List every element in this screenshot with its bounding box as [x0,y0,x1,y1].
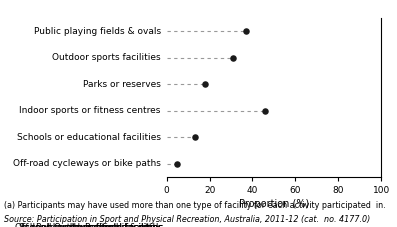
Point [174,162,181,166]
Text: Public playing fields & ovals: Public playing fields & ovals [36,222,163,227]
Text: Schools or educational facilities: Schools or educational facilities [17,133,161,142]
Point [191,136,198,139]
Text: Outdoor sports facilities: Outdoor sports facilities [52,53,161,62]
Text: Off-road cycleways or bike paths: Off-road cycleways or bike paths [15,222,163,227]
Text: Indoor sports or fitness centres: Indoor sports or fitness centres [21,222,163,227]
Text: Parks or reserves: Parks or reserves [85,222,163,227]
Point [262,109,268,113]
Point [230,56,236,60]
Text: Public playing fields & ovals: Public playing fields & ovals [34,27,161,36]
Text: Schools or educational facilities: Schools or educational facilities [19,222,163,227]
Text: (a) Participants may have used more than one type of facility for each activity : (a) Participants may have used more than… [4,201,385,210]
Text: Source: Participation in Sport and Physical Recreation, Australia, 2011-12 (cat.: Source: Participation in Sport and Physi… [4,215,370,224]
Text: Indoor sports or fitness centres: Indoor sports or fitness centres [19,106,161,115]
Text: Outdoor sports facilities: Outdoor sports facilities [54,222,163,227]
Point [202,83,208,86]
Text: Off-road cycleways or bike paths: Off-road cycleways or bike paths [13,159,161,168]
X-axis label: Proportion (%): Proportion (%) [239,199,309,209]
Point [243,30,249,33]
Text: Parks or reserves: Parks or reserves [83,80,161,89]
